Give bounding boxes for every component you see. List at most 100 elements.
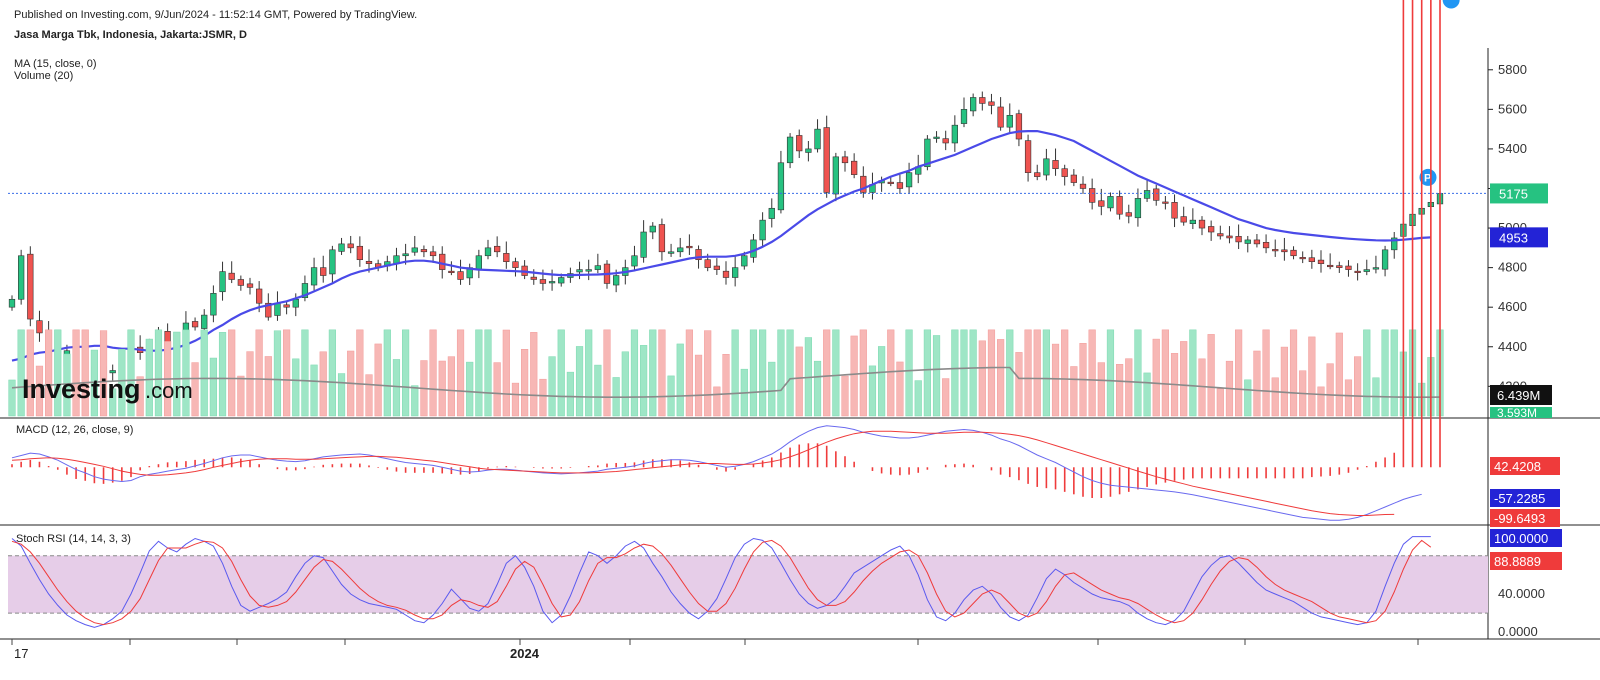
volume-bar [1381, 329, 1389, 417]
volume-bar [45, 329, 53, 417]
volume-bar [1106, 329, 1115, 417]
volume-bar [823, 329, 831, 417]
volume-bar [72, 329, 80, 417]
candle-body [1217, 233, 1224, 237]
stoch-tick-label: 40.0000 [1498, 586, 1545, 601]
volume-bar [255, 329, 263, 417]
candle-body [320, 267, 327, 276]
logo-text: Investing [22, 374, 141, 404]
volume-bar [722, 354, 730, 417]
volume-bar [209, 357, 217, 417]
candle-body [539, 279, 547, 284]
macd-value-label: -57.2285 [1494, 491, 1545, 506]
ma-legend[interactable]: MA (15, close, 0) [14, 58, 97, 70]
candle-body [310, 267, 318, 286]
price-tick-label: 4600 [1498, 299, 1527, 314]
candle-body [1336, 265, 1343, 268]
volume-bar [264, 356, 272, 417]
volume-bar [383, 329, 391, 417]
macd-value-box [1490, 489, 1560, 507]
volume-bar [1070, 366, 1078, 417]
volume-bar [1317, 386, 1325, 417]
volume-bar [1344, 379, 1353, 417]
candle-body [1308, 257, 1315, 262]
stoch-pane: Stoch RSI (14, 14, 3, 3) [8, 533, 1488, 628]
stoch-title: Stoch RSI (14, 14, 3, 3) [16, 533, 131, 545]
volume-bar [942, 378, 950, 417]
volume-bar [411, 385, 419, 417]
volume-bar [548, 356, 556, 417]
volume-bar [630, 329, 639, 417]
price-tick-label: 5800 [1498, 62, 1527, 77]
volume-bar [301, 329, 309, 417]
candle-body [704, 259, 711, 268]
candle-body [246, 283, 254, 288]
candle-body [722, 270, 730, 278]
candle-body [686, 245, 693, 249]
volume-bar [484, 329, 492, 417]
volume-bar [887, 329, 895, 417]
candle-body [338, 243, 345, 252]
volume-bar [557, 329, 565, 417]
candle-body [1015, 113, 1023, 140]
volume-bar [1143, 372, 1151, 417]
volume-bar [1253, 350, 1261, 417]
candle-body [393, 255, 400, 264]
candle-body [777, 162, 785, 211]
volume-bar [1088, 329, 1096, 417]
candle-body [457, 271, 464, 280]
candle-body [933, 136, 940, 139]
volume-bar [1006, 329, 1014, 417]
volume-bar [1152, 338, 1160, 417]
candle-body [1162, 201, 1169, 204]
candle-body [585, 269, 592, 272]
candle-body [1317, 259, 1325, 264]
candle-body [494, 245, 501, 253]
candle-body [851, 160, 858, 175]
volume-bar [685, 329, 693, 417]
volume-bar [539, 378, 547, 417]
volume-bar [356, 329, 364, 417]
volume-bar [1097, 362, 1105, 417]
candle-body [713, 265, 720, 270]
volume-bar [649, 329, 657, 417]
volume-bar [1216, 388, 1224, 417]
ma-line [11, 130, 1431, 362]
candle-body [484, 247, 492, 257]
volume-bar [530, 332, 538, 417]
price-label: 4953 [1499, 230, 1528, 245]
candle-body [1098, 200, 1105, 207]
candle-body [402, 253, 409, 257]
stoch-value-label: 100.0000 [1494, 531, 1548, 546]
price-tick-label: 5400 [1498, 141, 1527, 156]
candle-body [439, 253, 446, 270]
volume-bar [1235, 329, 1243, 417]
candle-body [841, 156, 849, 164]
volume-bar [731, 329, 739, 417]
stoch-band [8, 555, 1488, 614]
volume-bar [987, 329, 996, 417]
candle-body [1116, 196, 1123, 215]
candle-body [301, 283, 309, 298]
candle-body [677, 247, 684, 253]
volume-bar [1335, 332, 1343, 417]
volume-bar [365, 374, 373, 417]
candle-body [860, 175, 867, 193]
candle-body [265, 302, 272, 318]
volume-bar [1061, 329, 1069, 417]
candle-body [805, 148, 812, 153]
macd-line [11, 425, 1422, 521]
volume-bar [841, 375, 849, 417]
volume-pane [8, 329, 1444, 417]
volume-bar [1033, 329, 1041, 417]
volume-bar [1308, 336, 1316, 417]
macd-value-box [1490, 457, 1560, 475]
candle-body [548, 281, 556, 284]
volume-bar [145, 338, 153, 417]
candle-body [1034, 172, 1041, 177]
candle-body [796, 135, 803, 152]
volume-legend[interactable]: Volume (20) [14, 70, 74, 82]
volume-bar [17, 329, 25, 417]
stoch-value-box [1490, 529, 1562, 547]
